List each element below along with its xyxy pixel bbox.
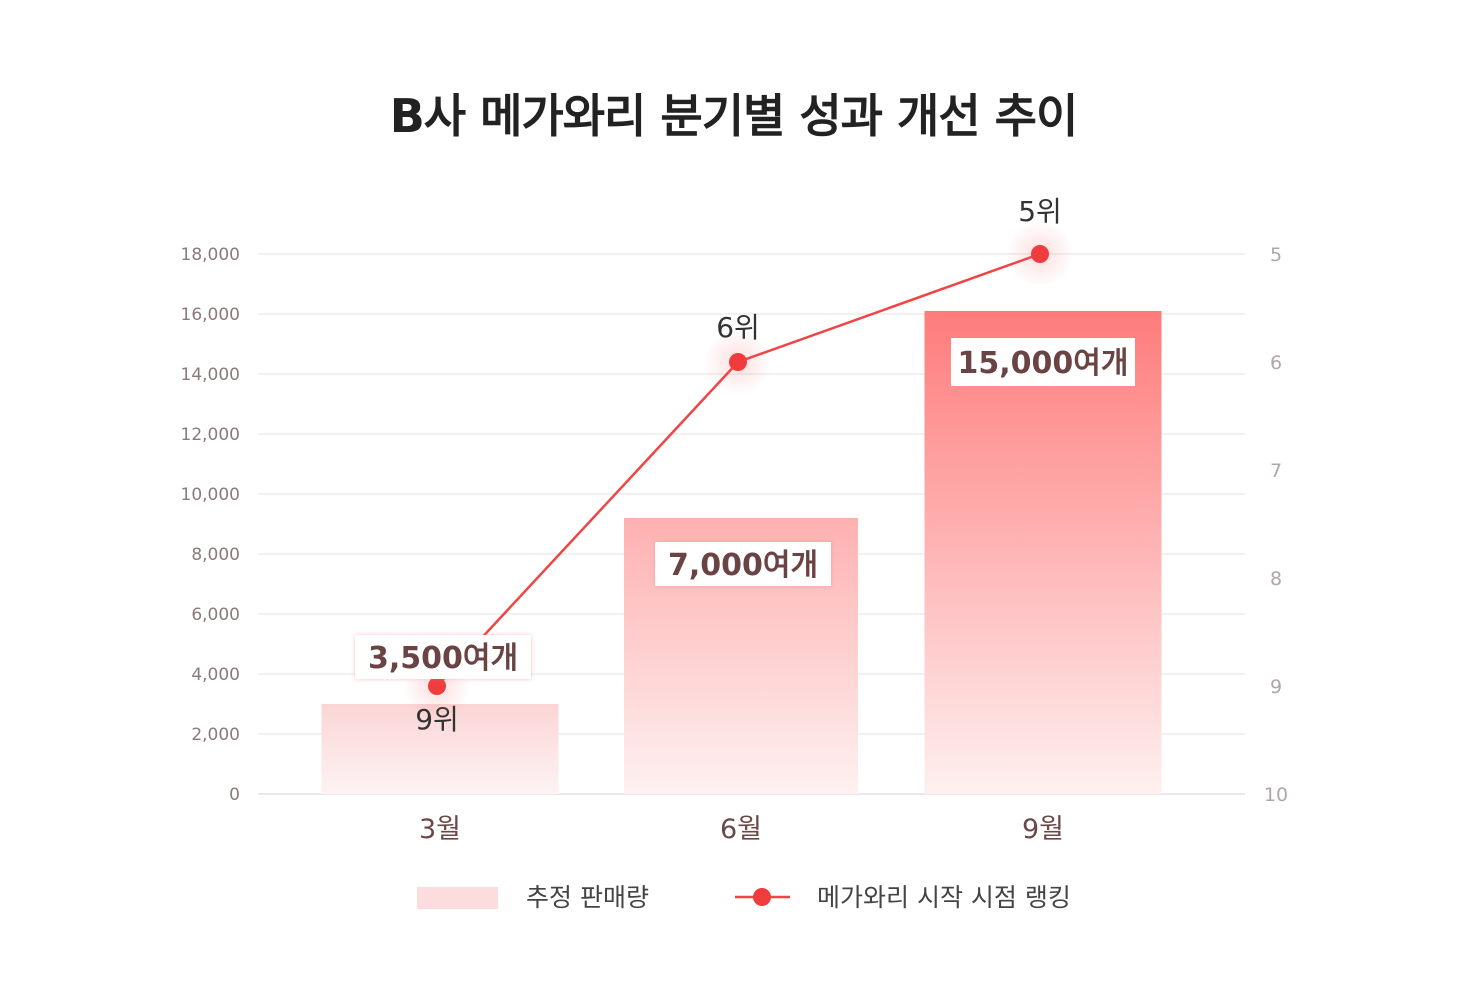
bar-value-label: 7,000여개	[668, 548, 818, 583]
right-tick-label: 6	[1270, 352, 1282, 374]
right-tick-label: 7	[1270, 460, 1282, 482]
legend-bar-swatch	[417, 887, 498, 909]
bar-value-labels: 3,500여개 7,000여개 15,000여개	[355, 338, 1135, 679]
chart-title: B사 메가와리 분기별 성과 개선 추이	[389, 89, 1079, 143]
legend: 추정 판매량 메가와리 시작 시점 랭킹	[417, 883, 1071, 912]
ranking-label: 6위	[716, 311, 760, 344]
x-tick-label: 3월	[419, 814, 461, 845]
ranking-label: 5위	[1018, 195, 1062, 228]
left-tick-label: 10,000	[181, 485, 240, 505]
left-tick-label: 2,000	[191, 725, 240, 745]
left-tick-label: 6,000	[191, 605, 240, 625]
ranking-point	[428, 677, 446, 695]
bar-value-box	[355, 635, 531, 679]
x-tick-label: 9월	[1022, 814, 1064, 845]
right-tick-label: 8	[1270, 568, 1282, 590]
right-tick-label: 5	[1270, 244, 1282, 266]
left-tick-label: 12,000	[181, 425, 240, 445]
ranking-point	[1031, 245, 1049, 263]
right-axis: 5 6 7 8 9 10	[1264, 244, 1288, 806]
right-tick-label: 9	[1270, 676, 1282, 698]
ranking-label: 9위	[415, 703, 459, 736]
legend-line-label: 메가와리 시작 시점 랭킹	[817, 883, 1071, 912]
left-tick-label: 4,000	[191, 665, 240, 685]
x-tick-label: 6월	[720, 814, 762, 845]
left-axis: 0 2,000 4,000 6,000 8,000 10,000 12,000 14,000 1…	[181, 245, 240, 805]
bar-value-box	[951, 338, 1135, 386]
legend-line-point	[753, 888, 771, 906]
legend-bar-label: 추정 판매량	[526, 883, 649, 912]
left-tick-label: 14,000	[181, 365, 240, 385]
bar-value-box	[655, 542, 831, 586]
left-tick-label: 0	[229, 785, 240, 805]
left-tick-label: 18,000	[181, 245, 240, 265]
left-tick-label: 16,000	[181, 305, 240, 325]
bar	[924, 311, 1162, 794]
bar-value-label: 3,500여개	[368, 641, 518, 676]
bar-value-label: 15,000여개	[958, 346, 1129, 381]
ranking-point	[729, 353, 747, 371]
x-axis: 3월 6월 9월	[419, 814, 1064, 845]
left-tick-label: 8,000	[191, 545, 240, 565]
right-tick-label: 10	[1264, 784, 1288, 806]
